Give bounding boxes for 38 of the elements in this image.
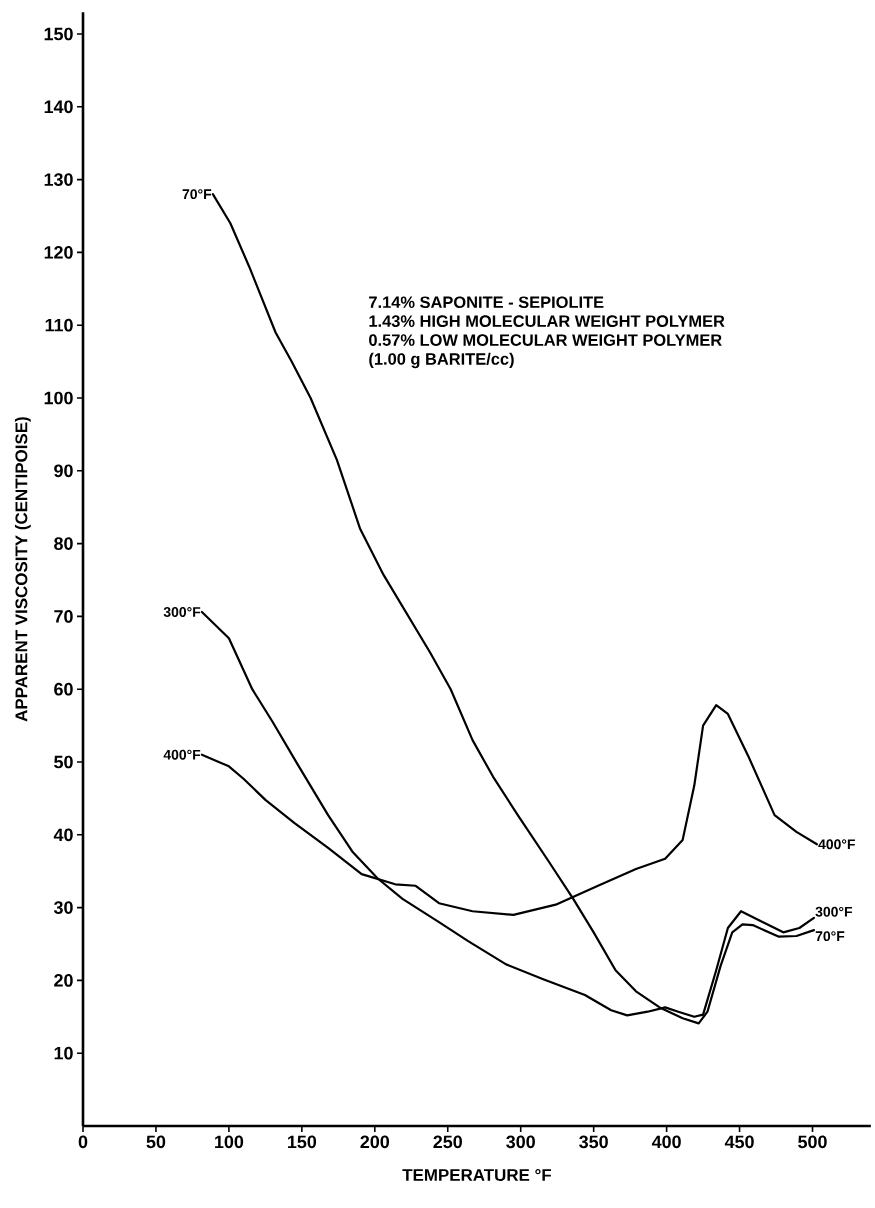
x-tick-label: 200 [360, 1135, 390, 1149]
y-tick-label: 100 [44, 391, 73, 405]
annotation: 7.14% SAPONITE - SEPIOLITE [369, 296, 604, 309]
x-tick-label: 300 [506, 1135, 535, 1149]
y-tick-label: 10 [54, 1046, 73, 1060]
y-tick-label: 50 [54, 755, 73, 769]
x-tick-label: 400 [651, 1135, 681, 1149]
annotation: 0.57% LOW MOLECULAR WEIGHT POLYMER [369, 334, 722, 346]
y-axis-title: APPARENT VISCOSITY (CENTIPOISE) [14, 417, 31, 722]
x-tick-label: 150 [288, 1135, 317, 1149]
x-axis-title: TEMPERATURE °F [402, 1169, 552, 1182]
annotation: 1.43% HIGH MOLECULAR WEIGHT POLYMER [369, 315, 725, 327]
x-tick-label: 250 [433, 1135, 462, 1149]
y-tick-label: 140 [44, 100, 73, 114]
text: 300°F [815, 906, 853, 917]
y-tick-label: 20 [54, 974, 73, 987]
y-tick-label: 70 [54, 610, 73, 623]
x-tick-label: 450 [724, 1135, 754, 1149]
y-tick-label: 130 [44, 173, 73, 186]
y-tick-label: 150 [44, 27, 73, 41]
x-tick-label: 500 [798, 1135, 827, 1149]
x-tick-label: 350 [579, 1135, 608, 1149]
text: 70°F [815, 931, 845, 942]
text: 400°F [163, 749, 201, 760]
series-label: 400°F [818, 839, 855, 850]
y-tick-label: 110 [45, 318, 73, 332]
x-tick-label: 50 [146, 1135, 166, 1149]
y-tick-label: 80 [54, 537, 73, 550]
x-tick-label: 0 [78, 1135, 88, 1149]
series-label: 300°F [163, 607, 201, 617]
y-tick-label: 60 [54, 682, 73, 696]
y-tick-label: 90 [54, 464, 73, 478]
series-label: 70°F [182, 189, 212, 200]
x-tick-label: 100 [215, 1135, 244, 1149]
annotation: (1.00 g BARITE/cc) [369, 352, 514, 369]
y-tick-label: 30 [53, 901, 73, 914]
y-tick-label: 40 [53, 828, 73, 842]
y-tick-label: 120 [44, 246, 73, 259]
